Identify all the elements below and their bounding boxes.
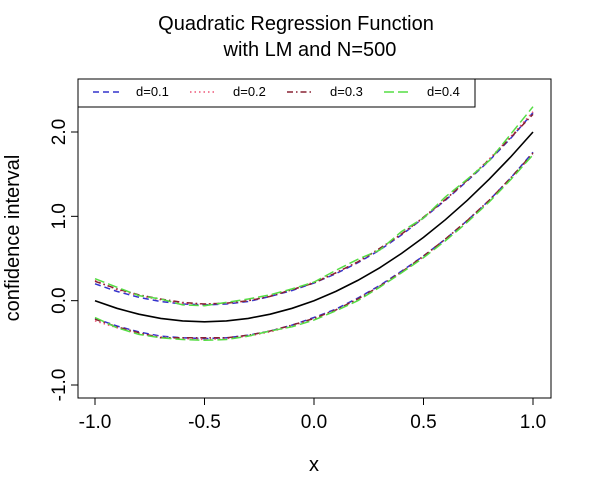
- x-tick-label: 0.5: [410, 412, 436, 433]
- x-tick-label: 1.0: [520, 412, 546, 433]
- curves-group: [94, 106, 534, 342]
- legend-label-1: d=0.1: [136, 84, 169, 99]
- series-2-upper-line: [94, 111, 534, 305]
- y-tick-label: 0.0: [49, 287, 70, 313]
- legend-label-2: d=0.2: [233, 84, 266, 99]
- plot-frame: [77, 78, 552, 399]
- y-tick-label: -1.0: [49, 369, 70, 402]
- series-2-lower-line: [94, 154, 534, 341]
- y-tick-label: 1.0: [49, 203, 70, 229]
- y-tick-label: 2.0: [49, 119, 70, 145]
- legend-label-4: d=0.4: [427, 84, 460, 99]
- chart-title-line-2: with LM and N=500: [223, 39, 397, 61]
- series-4-lower-line: [94, 154, 534, 342]
- legend: d=0.1 d=0.2 d=0.3 d=0.4: [93, 84, 460, 99]
- axes-group: -1.0 -0.5 0.0 0.5 1.0 -1.0 0.0 1.0 2.0: [49, 119, 546, 433]
- legend-box: [77, 78, 476, 108]
- legend-label-3: d=0.3: [330, 84, 363, 99]
- true-function-line: [94, 131, 534, 323]
- series-1-lower-line: [94, 151, 534, 340]
- x-axis-label: x: [309, 454, 319, 476]
- x-tick-label: 0.0: [301, 412, 327, 433]
- x-tick-label: -1.0: [79, 412, 112, 433]
- series-1-upper-line: [94, 112, 534, 306]
- series-4-upper-line: [94, 106, 534, 307]
- series-3-upper-line: [94, 113, 534, 305]
- x-tick-label: -0.5: [188, 412, 221, 433]
- chart-title-line-1: Quadratic Regression Function: [158, 13, 434, 35]
- y-axis-label: confidence interval: [2, 155, 24, 322]
- series-3-lower-line: [94, 152, 534, 339]
